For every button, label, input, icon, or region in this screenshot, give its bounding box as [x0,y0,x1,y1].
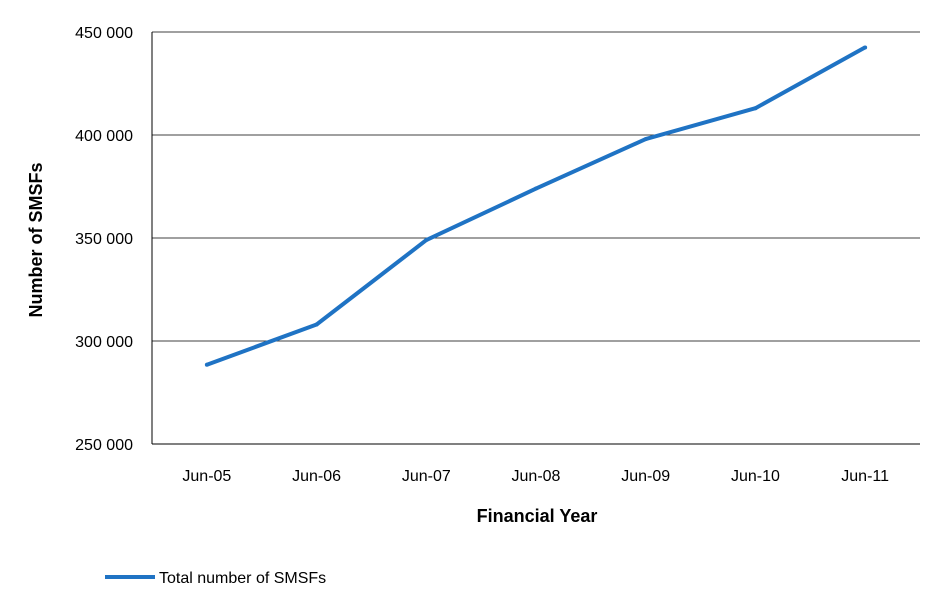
data-point [753,106,758,111]
y-tick-label: 350 000 [75,231,133,248]
x-tick-label: Jun-11 [841,468,889,485]
x-tick-labels: Jun-05 Jun-06 Jun-07 Jun-08 Jun-09 Jun-10 Jun-… [182,468,889,485]
x-tick-label: Jun-08 [512,468,561,485]
plot-frame [151,32,920,445]
legend-label: Total number of SMSFs [159,570,326,587]
data-point [424,238,429,243]
y-tick-label: 300 000 [75,334,133,351]
data-point [204,362,209,367]
y-tick-label: 450 000 [75,25,133,42]
y-tick-label: 250 000 [75,437,133,454]
x-tick-label: Jun-07 [402,468,451,485]
x-tick-label: Jun-09 [621,468,670,485]
series-line-0 [206,45,867,367]
series-layer [204,45,868,367]
gridlines [152,31,920,342]
y-axis-title: Number of SMSFs [26,162,46,317]
legend: Total number of SMSFs [105,570,326,587]
x-tick-label: Jun-10 [731,468,780,485]
data-point [863,45,868,50]
y-tick-label: 400 000 [75,128,133,145]
x-tick-label: Jun-06 [292,468,341,485]
data-point [314,322,319,327]
data-point [643,137,648,142]
data-point [534,186,538,191]
x-axis-title: Financial Year [477,506,598,526]
y-tick-labels: 250 000 300 000 350 000 400 000 450 000 [75,25,133,454]
x-tick-label: Jun-05 [182,468,231,485]
